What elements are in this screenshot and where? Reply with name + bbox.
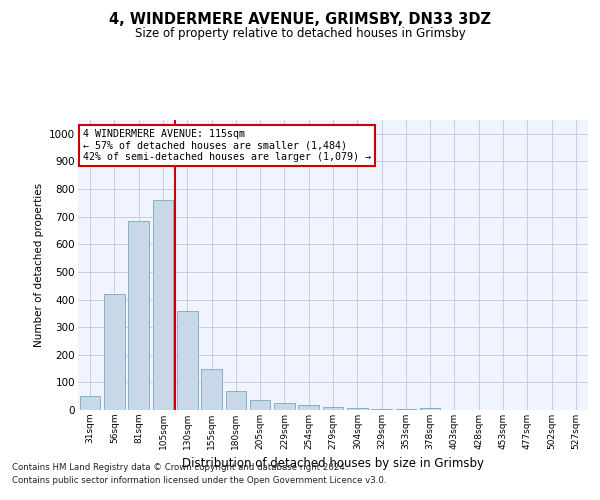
Bar <box>152 200 173 410</box>
Text: 4 WINDERMERE AVENUE: 115sqm
← 57% of detached houses are smaller (1,484)
42% of : 4 WINDERMERE AVENUE: 115sqm ← 57% of det… <box>83 128 371 162</box>
Bar <box>104 294 125 410</box>
Bar <box>371 408 392 410</box>
Bar <box>177 310 197 410</box>
Bar <box>80 396 100 410</box>
Text: Contains public sector information licensed under the Open Government Licence v3: Contains public sector information licen… <box>12 476 386 485</box>
Y-axis label: Number of detached properties: Number of detached properties <box>34 183 44 347</box>
X-axis label: Distribution of detached houses by size in Grimsby: Distribution of detached houses by size … <box>182 458 484 470</box>
Bar <box>323 406 343 410</box>
Text: 4, WINDERMERE AVENUE, GRIMSBY, DN33 3DZ: 4, WINDERMERE AVENUE, GRIMSBY, DN33 3DZ <box>109 12 491 28</box>
Bar <box>128 221 149 410</box>
Bar <box>201 368 222 410</box>
Bar <box>420 408 440 410</box>
Bar <box>274 403 295 410</box>
Bar <box>250 400 271 410</box>
Bar <box>298 405 319 410</box>
Text: Contains HM Land Registry data © Crown copyright and database right 2024.: Contains HM Land Registry data © Crown c… <box>12 462 347 471</box>
Bar <box>226 390 246 410</box>
Text: Size of property relative to detached houses in Grimsby: Size of property relative to detached ho… <box>134 28 466 40</box>
Bar <box>347 408 368 410</box>
